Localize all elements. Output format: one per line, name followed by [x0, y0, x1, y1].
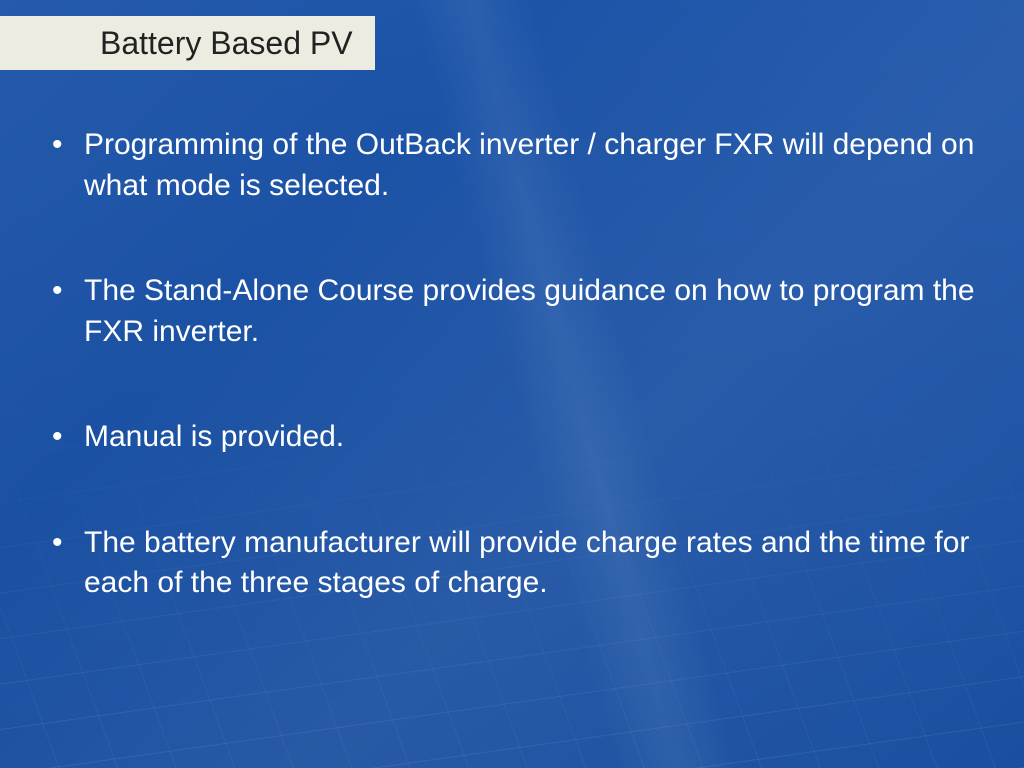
list-item: The Stand-Alone Course provides guidance…	[48, 271, 976, 352]
slide-content: Programming of the OutBack inverter / ch…	[48, 125, 976, 669]
list-item: Manual is provided.	[48, 417, 976, 458]
slide-title: Battery Based PV	[100, 25, 353, 62]
bullet-list: Programming of the OutBack inverter / ch…	[48, 125, 976, 604]
title-bar: Battery Based PV	[0, 16, 375, 70]
list-item: Programming of the OutBack inverter / ch…	[48, 125, 976, 206]
list-item: The battery manufacturer will provide ch…	[48, 523, 976, 604]
